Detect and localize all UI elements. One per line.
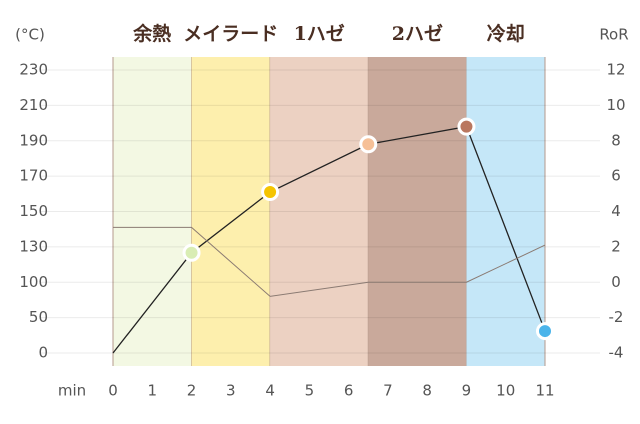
phase-band — [270, 57, 369, 366]
y-tick-label: 150 — [19, 202, 48, 220]
x-tick-label: 1 — [147, 382, 157, 400]
x-tick-label: 2 — [187, 382, 197, 400]
phase-label: 1ハゼ — [294, 22, 345, 45]
y-tick-label: 210 — [19, 96, 48, 114]
x-tick-label: 9 — [462, 382, 472, 400]
temp-point — [536, 322, 554, 341]
phase-label: 余熱 — [132, 22, 171, 45]
y-axis-label: (°C) — [15, 26, 45, 44]
x-tick-label: 10 — [496, 382, 515, 400]
temp-line — [112, 125, 546, 354]
x-tick-label: 11 — [535, 382, 554, 400]
y2-tick-label: 4 — [611, 202, 621, 220]
phase-band — [466, 57, 545, 366]
phase-label: 2ハゼ — [392, 22, 443, 45]
phase-band — [191, 57, 271, 366]
temp-point — [182, 243, 201, 262]
y2-tick-label: 0 — [611, 273, 621, 291]
y2-axis-label: RoR — [599, 26, 628, 44]
y-tick-label: 190 — [19, 131, 48, 149]
y-tick-label: 0 — [38, 344, 48, 362]
x-tick-label: 6 — [344, 382, 354, 400]
ror-line — [113, 226, 546, 297]
phase-band — [368, 57, 467, 366]
x-tick-label: 3 — [226, 382, 236, 400]
x-tick-label: 4 — [265, 382, 275, 400]
y2-tick-label: 10 — [606, 96, 625, 114]
y-tick-label: 230 — [19, 61, 48, 79]
y-tick-label: 130 — [19, 237, 48, 255]
x-axis-label: min — [58, 382, 86, 400]
y2-tick-label: -2 — [609, 308, 624, 326]
phase-band — [113, 57, 192, 366]
x-tick-label: 0 — [108, 382, 118, 400]
y2-tick-label: 2 — [611, 237, 621, 255]
x-tick-label: 7 — [383, 382, 393, 400]
phase-label: メイラード — [183, 23, 278, 45]
y2-tick-label: 8 — [611, 131, 621, 149]
x-tick-label: 5 — [305, 382, 315, 400]
y2-tick-label: 6 — [611, 167, 621, 185]
x-tick-label: 8 — [422, 382, 432, 400]
y-tick-label: 50 — [29, 308, 48, 326]
y-tick-label: 170 — [19, 167, 48, 185]
temp-point — [457, 117, 476, 136]
phase-label: 冷却 — [487, 22, 525, 45]
y2-tick-label: -4 — [609, 344, 624, 362]
temp-point — [359, 135, 378, 154]
temp-point — [261, 183, 280, 202]
y2-tick-label: 12 — [606, 61, 625, 79]
y-tick-label: 100 — [19, 273, 48, 291]
